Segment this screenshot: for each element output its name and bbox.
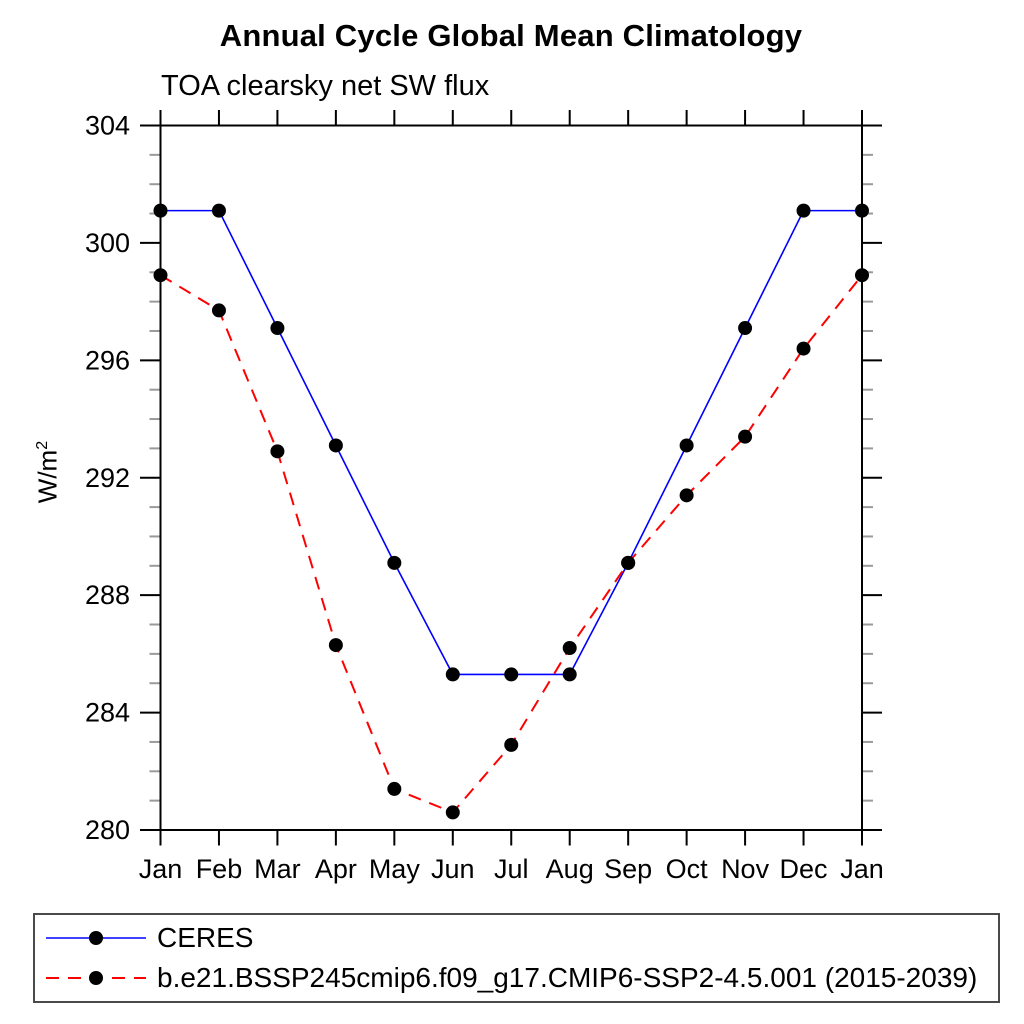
data-point-s1-12-jan — [855, 268, 869, 283]
x-tick-label-8-sep: Sep — [604, 854, 652, 884]
data-point-s0-5-jun — [445, 667, 460, 682]
x-tick-label-10-nov: Nov — [721, 854, 770, 884]
chart-plot: 280 284 288 292 296 300 304 Jan Feb Mar Apr May Jun J… — [85, 110, 884, 884]
data-point-s1-1-feb — [211, 303, 226, 318]
y-tick-label-284: 284 — [85, 698, 130, 728]
x-tick-label-4-may: May — [369, 854, 421, 884]
data-point-s1-7-aug — [562, 641, 577, 656]
y-tick-label-304: 304 — [85, 111, 130, 141]
data-point-s1-9-oct — [679, 488, 694, 503]
x-tick-label-2-mar: Mar — [254, 854, 301, 884]
x-tick-label-11-dec: Dec — [780, 854, 828, 884]
data-point-s0-0-jan — [153, 203, 168, 218]
series-line-0 — [160, 209, 862, 676]
y-tick-label-288: 288 — [85, 580, 130, 610]
data-point-s0-4-may — [387, 555, 402, 570]
legend-item-model: b.e21.BSSP245cmip6.f09_g17.CMIP6-SSP2-4.… — [41, 960, 998, 996]
legend-label-ceres: CERES — [157, 921, 254, 953]
data-point-s0-10-nov — [738, 321, 753, 336]
data-point-s1-2-mar — [270, 444, 285, 459]
data-point-s0-7-aug — [562, 667, 577, 682]
data-point-s0-6-jul — [504, 667, 519, 682]
legend-box: CERES b.e21.BSSP245cmip6.f09_g17.CMIP6-S… — [33, 913, 1000, 1003]
y-tick-label-292: 292 — [85, 463, 130, 493]
data-point-s1-4-may — [387, 781, 402, 796]
data-point-s0-9-oct — [679, 438, 694, 453]
legend-line-sample-solid — [46, 930, 146, 945]
x-tick-label-6-jul: Jul — [494, 854, 529, 884]
series-line-1 — [159, 274, 863, 814]
data-point-s1-3-apr — [328, 638, 343, 653]
data-point-s1-6-jul — [504, 737, 519, 752]
y-tick-label-296: 296 — [85, 345, 130, 375]
x-tick-label-3-apr: Apr — [315, 854, 357, 884]
legend-label-model: b.e21.BSSP245cmip6.f09_g17.CMIP6-SSP2-4.… — [157, 962, 978, 994]
data-point-s1-10-nov — [738, 429, 753, 444]
y-tick-label-280: 280 — [85, 815, 130, 845]
legend-marker-dot — [89, 930, 103, 945]
y-tick-label-300: 300 — [85, 228, 130, 258]
legend-marker-dot — [89, 971, 103, 986]
data-point-s0-2-mar — [270, 321, 285, 336]
y-axis-label-exponent: 2 — [33, 440, 51, 450]
data-point-s1-0-jan — [153, 268, 168, 283]
chart-subtitle: TOA clearsky net SW flux — [161, 70, 490, 102]
data-point-s0-1-feb — [211, 203, 226, 218]
data-point-s0-3-apr — [328, 438, 343, 453]
x-tick-label-9-oct: Oct — [666, 854, 709, 884]
x-tick-label-0-jan: Jan — [139, 854, 183, 884]
data-point-s1-11-dec — [796, 341, 811, 356]
page-title: Annual Cycle Global Mean Climatology — [219, 18, 803, 53]
x-tick-label-1-feb: Feb — [196, 854, 243, 884]
x-tick-label-12-jan: Jan — [840, 854, 884, 884]
x-tick-label-7-aug: Aug — [546, 854, 594, 884]
data-point-s1-5-jun — [445, 805, 460, 820]
x-tick-label-5-jun: Jun — [431, 854, 475, 884]
legend-line-sample-dashed — [46, 971, 146, 986]
data-point-s1-8-sep — [621, 555, 636, 570]
y-axis-label-base: W/m — [32, 449, 63, 504]
y-axis-label: W/m2 — [25, 410, 63, 534]
data-point-s0-11-dec — [796, 203, 811, 218]
legend-item-ceres: CERES — [41, 920, 998, 956]
data-point-s0-12-jan — [855, 203, 869, 218]
